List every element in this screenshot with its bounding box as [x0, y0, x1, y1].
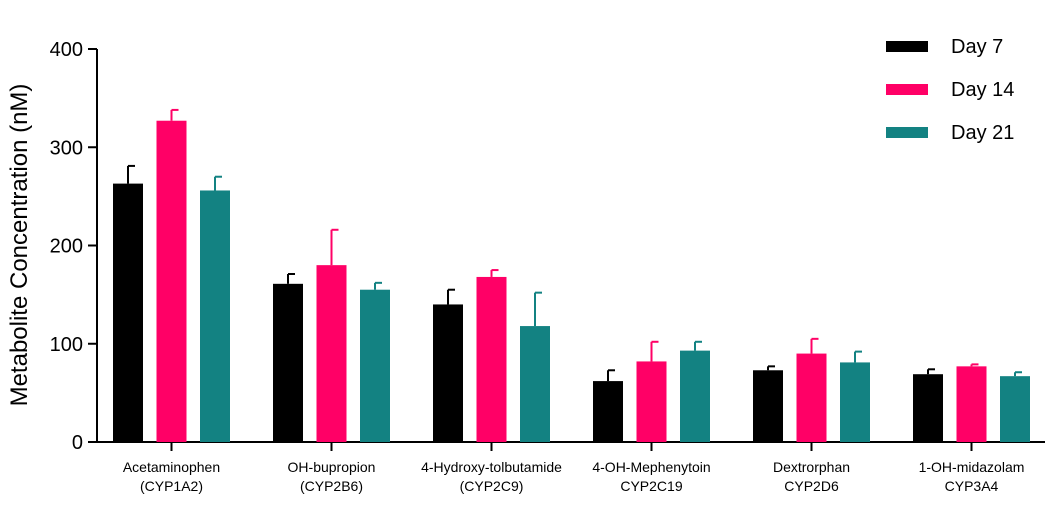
bar	[200, 190, 230, 442]
x-tick-label-line: Acetaminophen	[123, 459, 220, 475]
bar	[113, 183, 143, 443]
legend-label: Day 7	[951, 36, 1003, 58]
bar	[1000, 376, 1030, 442]
x-tick-label-line: CYP2D6	[784, 478, 839, 494]
legend: Day 7 Day 14 Day 21	[886, 36, 1014, 144]
x-tick-label: 4-Hydroxy-tolbutamide (CYP2C9)	[421, 459, 562, 494]
y-tick-label: 100	[50, 334, 83, 356]
x-tick-label-line: Dextrorphan	[773, 459, 850, 475]
y-tick-label: 0	[72, 432, 83, 454]
x-tick-label-line: CYP3A4	[945, 478, 999, 494]
bar	[840, 362, 870, 442]
x-tick-label-line: (CYP2B6)	[300, 478, 363, 494]
x-tick-label-line: OH-bupropion	[288, 459, 376, 475]
bar	[593, 381, 623, 442]
x-tick-label-line: (CYP2C9)	[460, 478, 524, 494]
bar	[956, 366, 987, 442]
y-tick-label: 400	[50, 39, 83, 61]
x-tick-label-line: (CYP1A2)	[140, 478, 203, 494]
bar	[360, 289, 390, 442]
y-axis-label: Metabolite Concentration (nM)	[6, 84, 33, 407]
x-tick-label-line: 4-OH-Mephenytoin	[592, 459, 710, 475]
bar	[680, 350, 710, 442]
x-axis: Acetaminophen (CYP1A2) OH-bupropion (CYP2B6…	[97, 441, 1045, 494]
legend-swatch	[886, 41, 928, 52]
y-tick-label: 200	[50, 236, 83, 258]
bar	[476, 276, 507, 442]
bar	[753, 370, 783, 442]
x-tick-label: 4-OH-Mephenytoin CYP2C19	[592, 459, 710, 494]
x-tick-label-line: 4-Hydroxy-tolbutamide	[421, 459, 562, 475]
legend-label: Day 14	[951, 79, 1014, 101]
bar	[520, 326, 550, 442]
bar	[636, 361, 667, 442]
bar	[156, 120, 187, 442]
x-tick-label-line: CYP2C19	[620, 478, 682, 494]
bars	[113, 108, 1030, 443]
x-tick-label: OH-bupropion (CYP2B6)	[288, 459, 376, 494]
legend-swatch	[886, 84, 928, 95]
x-tick-label-line: 1-OH-midazolam	[919, 459, 1025, 475]
bar	[913, 374, 943, 442]
bar	[433, 304, 463, 442]
legend-label: Day 21	[951, 122, 1014, 144]
bar	[796, 353, 827, 442]
x-tick-label: 1-OH-midazolam CYP3A4	[919, 459, 1025, 494]
bar	[273, 283, 303, 442]
legend-swatch	[886, 127, 928, 138]
x-tick-label: Acetaminophen (CYP1A2)	[123, 459, 220, 494]
y-tick-label: 300	[50, 137, 83, 159]
y-axis: 0 100 200 300 400	[50, 39, 98, 454]
x-tick-label: Dextrorphan CYP2D6	[773, 459, 850, 494]
bar	[316, 265, 347, 442]
